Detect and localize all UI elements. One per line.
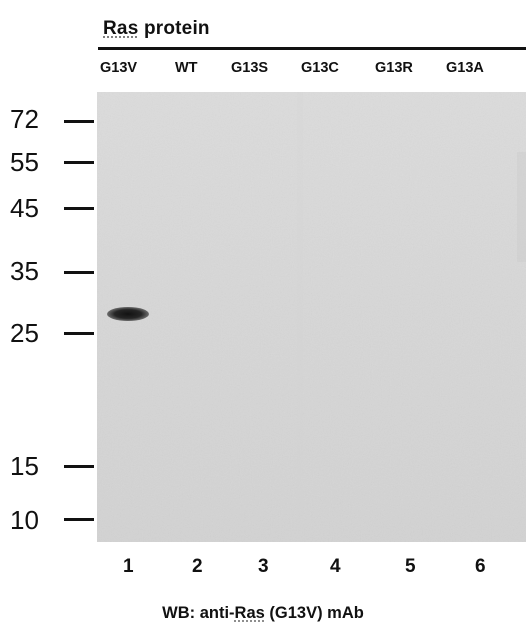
blot-membrane xyxy=(97,92,526,542)
marker-label-45: 45 xyxy=(10,193,39,223)
marker-tick-72 xyxy=(64,120,94,123)
marker-label-10: 10 xyxy=(10,505,39,535)
lane-header-1: G13V xyxy=(100,60,138,76)
marker-tick-10 xyxy=(64,518,94,521)
marker-tick-55 xyxy=(64,161,94,164)
marker-tick-15 xyxy=(64,465,94,468)
marker-label-15: 15 xyxy=(10,451,39,481)
marker-label-35: 35 xyxy=(10,256,39,286)
marker-label-55: 55 xyxy=(10,147,39,177)
marker-tick-35 xyxy=(64,271,94,274)
lane-number-2: 2 xyxy=(192,556,203,577)
lane-number-5: 5 xyxy=(405,556,416,577)
lane-header-5: G13R xyxy=(375,60,413,76)
lane-number-4: 4 xyxy=(330,556,341,577)
lane-header-4: G13C xyxy=(301,60,339,76)
title-rule xyxy=(98,47,526,50)
marker-label-25: 25 xyxy=(10,318,39,348)
blot-texture xyxy=(97,92,526,542)
figure-caption: WB: anti-Ras (G13V) mAb xyxy=(0,604,526,623)
protein-band-lane-1 xyxy=(107,307,149,321)
lane-header-2: WT xyxy=(175,60,198,76)
marker-tick-25 xyxy=(64,332,94,335)
caption-ras: Ras xyxy=(234,604,265,622)
title-ras: Ras xyxy=(103,18,139,39)
marker-tick-45 xyxy=(64,207,94,210)
lane-number-1: 1 xyxy=(123,556,134,577)
caption-pre: WB: anti- xyxy=(162,604,235,622)
caption-post: (G13V) mAb xyxy=(264,604,364,622)
marker-label-72: 72 xyxy=(10,104,39,134)
lane-header-3: G13S xyxy=(231,60,269,76)
lane-header-6: G13A xyxy=(446,60,484,76)
lane-number-6: 6 xyxy=(475,556,486,577)
figure-title: Ras protein xyxy=(103,18,210,40)
title-rest: protein xyxy=(138,18,210,39)
lane-number-3: 3 xyxy=(258,556,269,577)
